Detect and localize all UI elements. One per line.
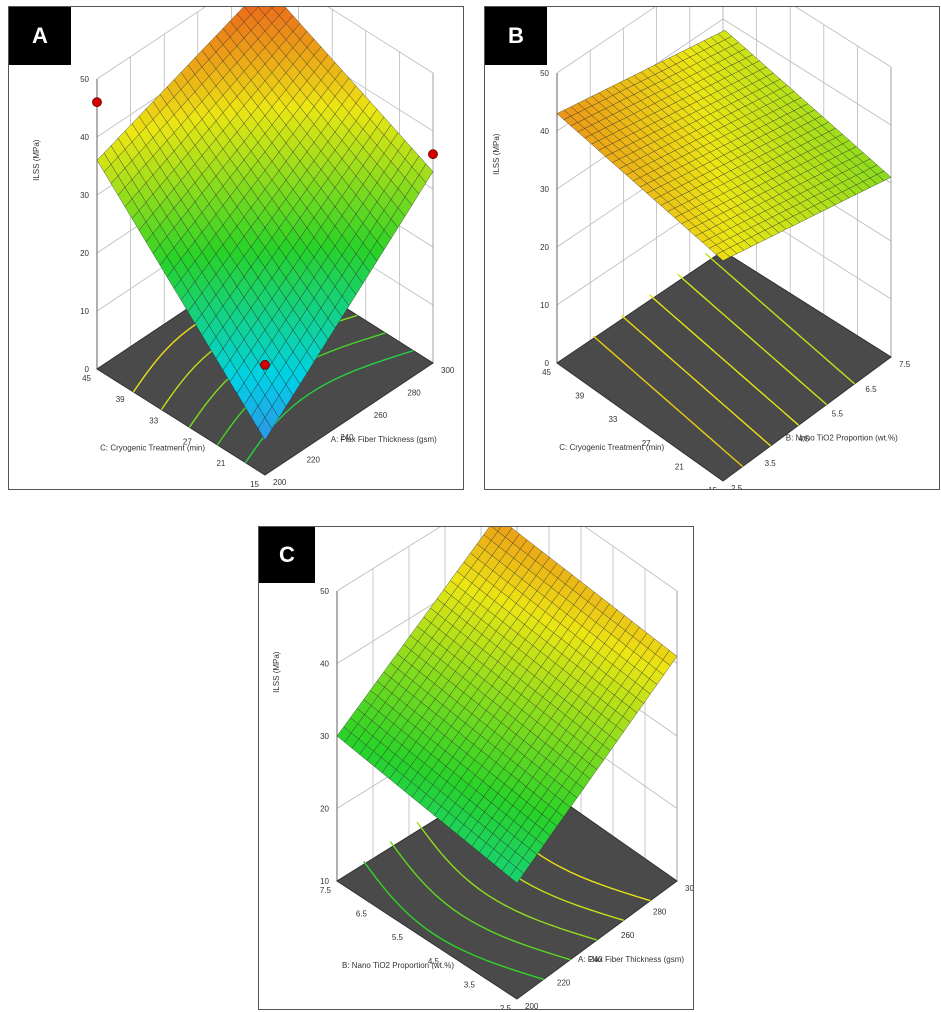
z-tick-label: 50 (320, 587, 329, 596)
x-tick-label: 280 (407, 388, 421, 397)
y-tick-label: 33 (149, 416, 158, 425)
x-tick-label: 4.5 (798, 434, 810, 443)
surface-plot-b: 0 10 20 30 40 50 ILSS (MPa) 2.5 3.5 4.5 5.5 6.5 7.5 1… (492, 7, 911, 489)
y-tick-label: 15 (250, 480, 259, 489)
floor-contours (592, 252, 856, 468)
z-tick-label: 30 (80, 191, 89, 200)
panel-a: 0 10 20 30 40 50 ILSS (MPa) 200 220 240 260 280 300 1… (8, 6, 464, 490)
panel-c: 10 20 30 40 50 ILSS (MPa) 200 220 240 260 280 300 2.… (258, 526, 694, 1010)
panel-label-c: C (259, 527, 315, 583)
contour-line (704, 252, 856, 385)
x-axis-label: B: Nano TiO2 Proportion (wt.%) (786, 434, 898, 443)
y-axis-label: C: Cryogenic Treatment (min) (559, 443, 664, 452)
contour-line (620, 314, 772, 447)
x-tick-label: 280 (653, 908, 667, 917)
x-tick-label: 6.5 (865, 385, 877, 394)
x-tick-label: 240 (340, 433, 354, 442)
z-tick-label: 50 (80, 75, 89, 84)
z-tick-label: 30 (320, 732, 329, 741)
z-tick-label: 10 (320, 877, 329, 886)
y-tick-label: 7.5 (320, 886, 332, 895)
response-surface (336, 527, 678, 884)
y-tick-label: 5.5 (392, 933, 404, 942)
x-tick-label: 300 (685, 884, 693, 893)
z-tick-label: 40 (80, 133, 89, 142)
y-tick-label: 3.5 (464, 980, 476, 989)
z-tick-label: 20 (320, 805, 329, 814)
panel-label-a: A (9, 7, 71, 65)
x-tick-label: 300 (441, 366, 455, 375)
x-tick-label: 240 (589, 955, 603, 964)
design-point (92, 97, 102, 108)
x-tick-label: 200 (525, 1002, 539, 1009)
contour-line (676, 273, 828, 406)
z-tick-label: 20 (540, 243, 549, 252)
y-tick-label: 39 (575, 392, 584, 401)
contour-line (416, 821, 598, 941)
z-tick-label: 20 (80, 249, 89, 258)
x-tick-label: 3.5 (765, 459, 777, 468)
x-axis-label: A: Flax Fiber Thickness (gsm) (331, 435, 437, 444)
y-tick-label: 45 (542, 368, 551, 377)
design-point (260, 359, 270, 370)
y-tick-label: 27 (183, 438, 192, 447)
panel-b: 0 10 20 30 40 50 ILSS (MPa) 2.5 3.5 4.5 5.5 6.5 7.5 1… (484, 6, 940, 490)
z-tick-label: 40 (540, 127, 549, 136)
response-surface (556, 29, 892, 261)
contour-line (389, 841, 571, 961)
y-tick-label: 4.5 (428, 957, 440, 966)
y-tick-label: 27 (642, 439, 651, 448)
x-tick-label: 200 (273, 478, 287, 487)
x-tick-label: 220 (307, 456, 321, 465)
z-axis-label: ILSS (MPa) (492, 133, 501, 175)
x-tick-label: 7.5 (899, 360, 911, 369)
x-tick-label: 260 (374, 411, 388, 420)
x-tick-label: 2.5 (731, 484, 743, 489)
y-tick-label: 21 (675, 462, 684, 471)
contour-line (592, 335, 744, 468)
z-tick-label: 50 (540, 69, 549, 78)
z-tick-label: 30 (540, 185, 549, 194)
response-surface (96, 7, 434, 441)
y-tick-label: 2.5 (500, 1004, 512, 1009)
x-tick-label: 5.5 (832, 410, 844, 419)
surface-plot-c: 10 20 30 40 50 ILSS (MPa) 200 220 240 260 280 300 2.… (272, 527, 693, 1009)
z-tick-label: 10 (80, 307, 89, 316)
design-point (428, 149, 438, 160)
z-tick-label: 0 (85, 365, 90, 374)
contour-line (648, 294, 800, 426)
y-axis-label: B: Nano TiO2 Proportion (wt.%) (342, 961, 454, 970)
z-axis-label: ILSS (MPa) (32, 139, 41, 181)
panel-label-b: B (485, 7, 547, 65)
z-tick-label: 10 (540, 301, 549, 310)
y-axis-label: C: Cryogenic Treatment (min) (100, 444, 205, 453)
y-tick-label: 6.5 (356, 910, 368, 919)
y-tick-label: 21 (216, 459, 225, 468)
y-tick-label: 33 (608, 415, 617, 424)
z-tick-label: 0 (545, 359, 550, 368)
y-tick-label: 15 (708, 486, 717, 489)
z-axis-label: ILSS (MPa) (272, 651, 281, 693)
x-tick-label: 220 (557, 978, 571, 987)
surface-plot-a: 0 10 20 30 40 50 ILSS (MPa) 200 220 240 260 280 300 1… (32, 7, 455, 489)
y-tick-label: 45 (82, 374, 91, 383)
z-tick-label: 40 (320, 660, 329, 669)
x-axis-label: A: Flax Fiber Thickness (gsm) (578, 955, 684, 964)
x-tick-label: 260 (621, 931, 635, 940)
contour-line (363, 860, 544, 981)
y-tick-label: 39 (116, 395, 125, 404)
